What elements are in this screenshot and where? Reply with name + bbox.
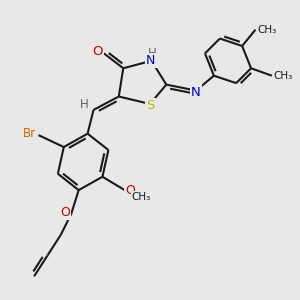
Text: Br: Br [23, 127, 36, 140]
Text: O: O [60, 206, 70, 219]
Text: CH₃: CH₃ [257, 25, 276, 34]
Text: O: O [92, 45, 103, 58]
Text: S: S [146, 99, 155, 112]
Text: H: H [80, 98, 88, 111]
Text: N: N [191, 85, 201, 98]
Text: CH₃: CH₃ [273, 71, 292, 81]
Text: CH₃: CH₃ [131, 192, 151, 202]
Text: O: O [125, 184, 135, 196]
Text: N: N [146, 54, 156, 67]
Text: H: H [148, 47, 157, 61]
